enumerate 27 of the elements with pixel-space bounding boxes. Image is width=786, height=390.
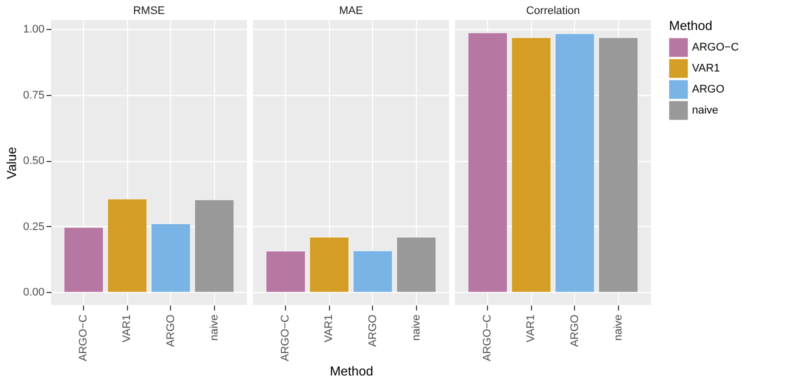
y-axis-title: Value [4,146,20,180]
y-tick-label: 0.75 [23,89,44,102]
y-tick-label: 1.00 [23,24,44,36]
x-tick-label: VAR1 [121,314,134,342]
y-tick-label: 0.00 [23,286,44,299]
y-tick-label: 0.50 [23,155,44,168]
y-tick-label: 0.25 [23,220,44,233]
x-tick-label: ARGO [568,314,581,347]
x-tick-label: naive [612,314,624,341]
x-tick-label: ARGO−C [78,314,90,362]
x-tick-label: VAR1 [525,314,538,342]
x-tick-label: ARGO−C [482,314,494,362]
x-tick-label: ARGO [164,314,177,347]
legend-label: ARGO [692,84,725,96]
legend-label: VAR1 [692,62,720,74]
chart-title: MAE [339,5,363,17]
x-tick-label: naive [410,314,422,341]
x-tick-label: VAR1 [323,314,336,342]
x-tick-label: naive [208,314,220,341]
legend-label: naive [692,104,718,116]
x-axis-title: Method [330,363,374,378]
x-tick-label: ARGO−C [280,314,292,362]
chart-title: RMSE [133,5,165,17]
chart-title: Correlation [526,5,580,17]
legend-label: ARGO−C [692,42,739,54]
legend-title: Method [669,18,712,33]
x-tick-label: ARGO [366,314,379,347]
